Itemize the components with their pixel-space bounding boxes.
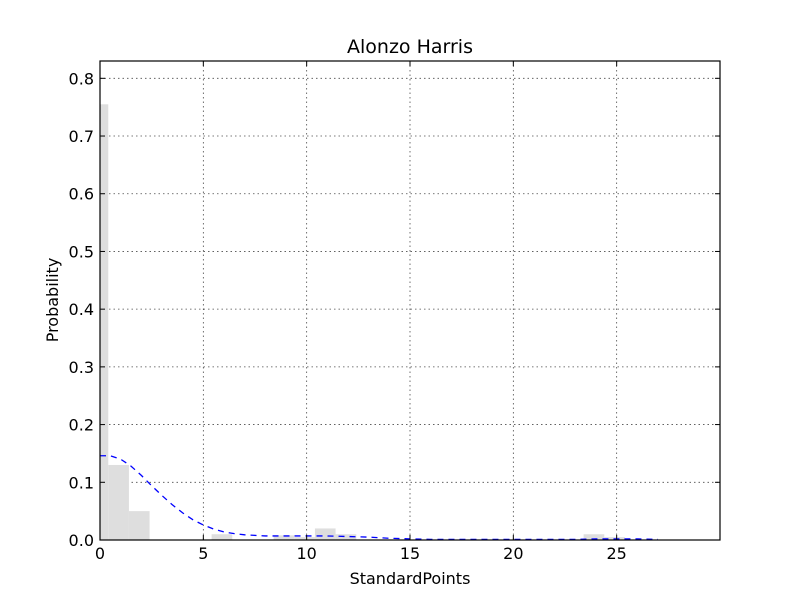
y-tick-label: 0.1 bbox=[69, 473, 94, 492]
histogram-bar bbox=[335, 534, 357, 540]
x-tick-label: 20 bbox=[503, 544, 523, 563]
x-tick-label: 15 bbox=[400, 544, 420, 563]
y-axis-label: Probability bbox=[43, 258, 62, 343]
x-axis-label: StandardPoints bbox=[350, 569, 471, 588]
histogram-bar bbox=[100, 104, 109, 540]
histogram-bar bbox=[314, 528, 336, 540]
x-tick-label: 5 bbox=[198, 544, 208, 563]
y-tick-label: 0.6 bbox=[69, 185, 94, 204]
tick-layer: 0 5 10 15 20 25 0.0 0.1 0.2 0.3 0.4 0.5 0.6 0.7 0.8 bbox=[69, 61, 720, 563]
y-tick-label: 0.7 bbox=[69, 127, 94, 146]
histogram-bar bbox=[583, 534, 605, 540]
histogram-bar bbox=[128, 511, 150, 540]
y-tick-label: 0.0 bbox=[69, 531, 94, 550]
y-tick-label: 0.8 bbox=[69, 69, 94, 88]
y-tick-label: 0.4 bbox=[69, 300, 94, 319]
histogram-bar bbox=[211, 534, 233, 540]
x-tick-label: 0 bbox=[95, 544, 105, 563]
y-tick-label: 0.2 bbox=[69, 416, 94, 435]
histogram-bars bbox=[100, 104, 625, 540]
kde-density-line bbox=[100, 455, 659, 541]
histogram-bar bbox=[294, 537, 315, 540]
histogram-bar bbox=[273, 535, 295, 540]
histogram-bar bbox=[108, 464, 129, 540]
y-tick-label: 0.3 bbox=[69, 358, 94, 377]
x-tick-label: 25 bbox=[606, 544, 626, 563]
x-tick-label: 10 bbox=[296, 544, 316, 563]
chart-title: Alonzo Harris bbox=[347, 36, 473, 58]
grid-layer bbox=[100, 61, 720, 540]
y-tick-label: 0.5 bbox=[69, 242, 94, 261]
